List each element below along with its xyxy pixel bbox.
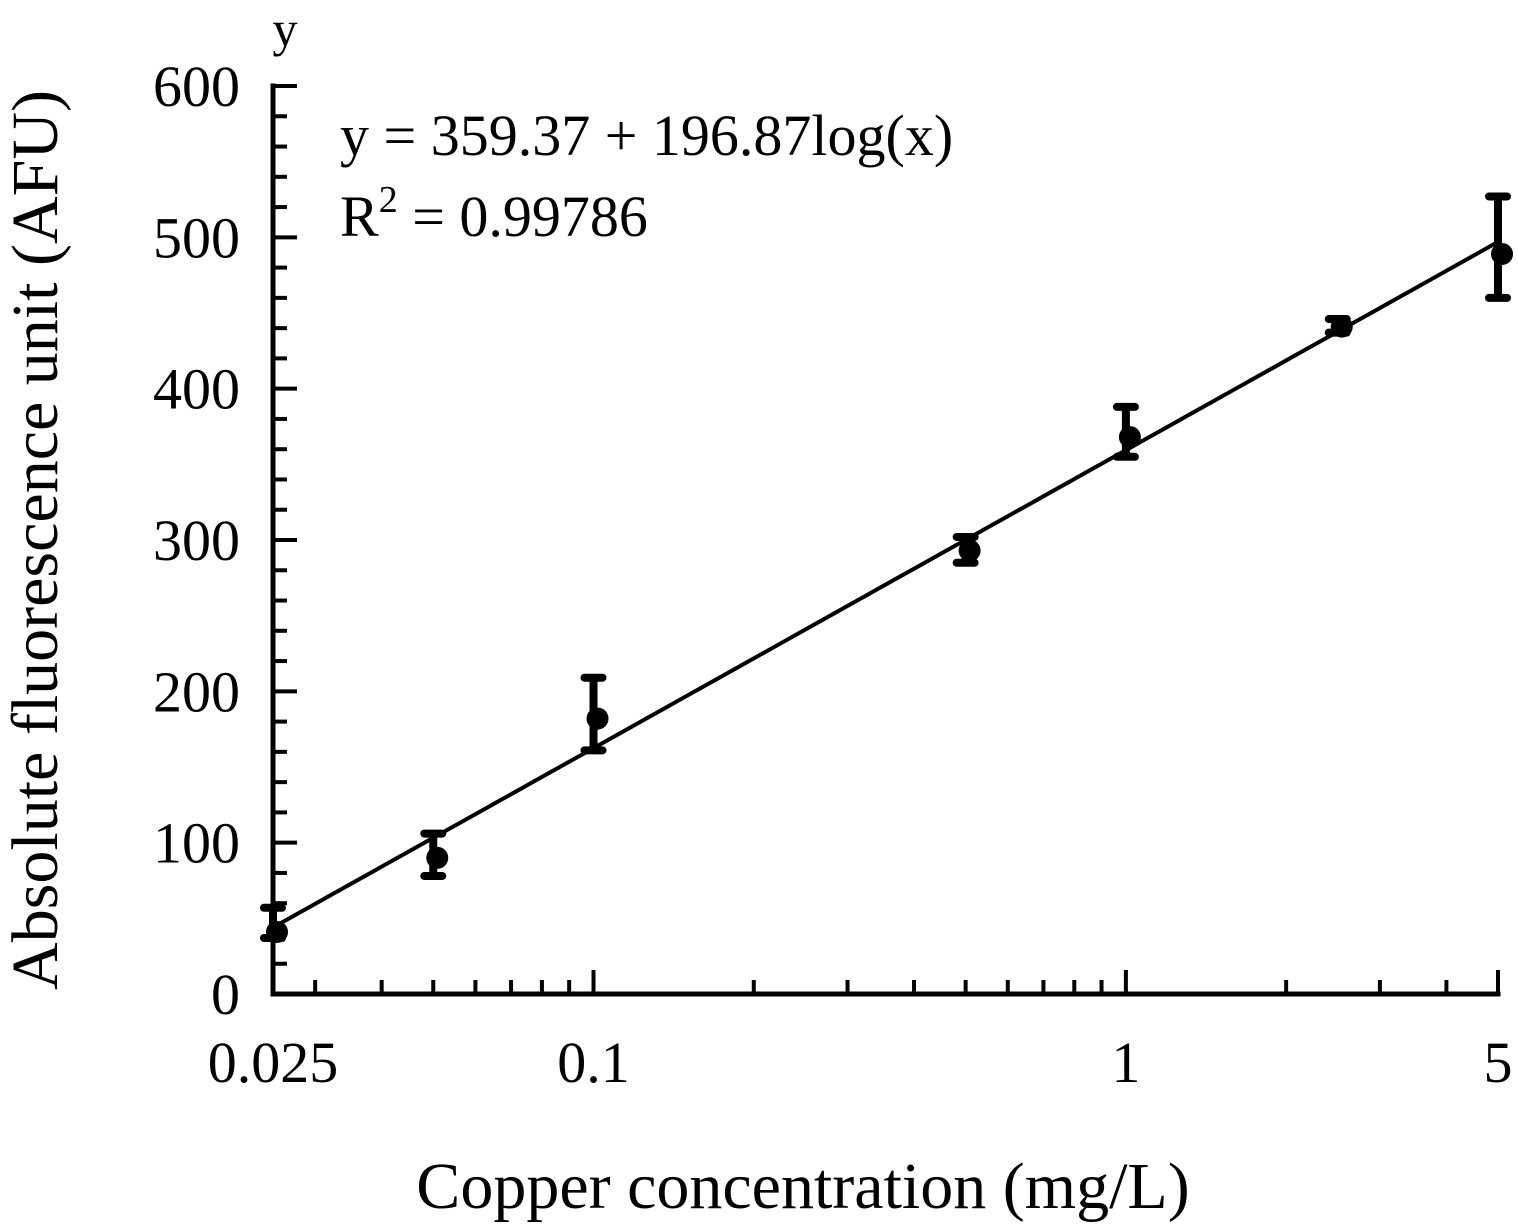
- fit-equation: y = 359.37 + 196.87log(x): [340, 103, 953, 168]
- data-point: [1330, 315, 1353, 338]
- r-squared-superscript: 2: [379, 179, 398, 221]
- fit-layer: [272, 240, 1499, 930]
- data-point-group: [580, 673, 609, 755]
- data-point: [426, 846, 449, 869]
- x-tick-label: 1: [1111, 1030, 1140, 1095]
- x-ticks: 0.025 0.1 1 5: [208, 970, 1513, 1095]
- r-squared-value: = 0.99786: [398, 184, 648, 249]
- data-point-group: [952, 532, 981, 567]
- data-point-group: [420, 829, 449, 880]
- data-point: [1491, 242, 1513, 265]
- y-tick-label: 0: [211, 962, 240, 1027]
- data-point-group: [1324, 315, 1353, 338]
- y-ticks: 0 100 200 300 400 500 600: [153, 54, 297, 1027]
- r-squared: R2 = 0.99786: [340, 179, 648, 249]
- data-point: [266, 920, 288, 943]
- y-tick-label: 300: [153, 508, 240, 573]
- y-tick-label: 500: [153, 205, 240, 270]
- data-points: [260, 192, 1513, 943]
- y-axis-title: Absolute fluorescence unit (AFU): [0, 90, 72, 990]
- y-tick-label: 600: [153, 54, 240, 119]
- x-tick-label: 0.1: [557, 1030, 630, 1095]
- y-tick-label: 200: [153, 659, 240, 724]
- x-tick-label: 0.025: [208, 1030, 339, 1095]
- data-point: [1118, 426, 1141, 449]
- data-point: [586, 707, 609, 730]
- x-axis-title: Copper concentration (mg/L): [416, 1150, 1189, 1223]
- y-tick-label: 100: [153, 811, 240, 876]
- data-point: [958, 539, 981, 562]
- x-tick-label: 5: [1484, 1030, 1513, 1095]
- data-point-group: [1112, 402, 1141, 461]
- y-tick-label: 400: [153, 357, 240, 422]
- fit-curve: [272, 240, 1499, 930]
- data-point-group: [1485, 192, 1513, 302]
- y-axis-name: y: [273, 1, 298, 57]
- r-squared-prefix: R: [340, 184, 379, 249]
- data-point-group: [260, 903, 288, 943]
